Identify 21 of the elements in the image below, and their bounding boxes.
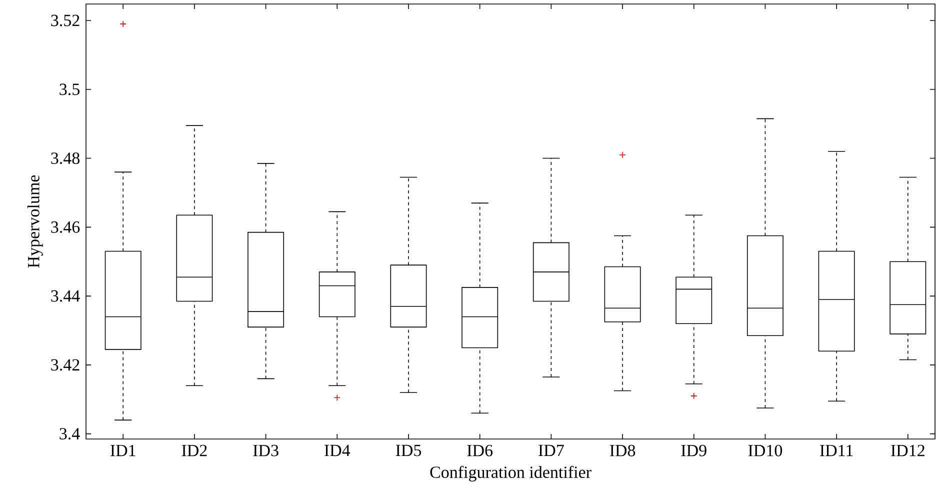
x-tick-label: ID1 bbox=[110, 444, 136, 456]
x-tick-label: ID12 bbox=[891, 444, 924, 456]
x-tick-label: ID4 bbox=[324, 444, 350, 456]
x-tick-label: ID5 bbox=[396, 444, 422, 456]
y-tick-label: 3.4 bbox=[60, 428, 80, 440]
x-tick-label: ID6 bbox=[467, 444, 493, 456]
y-tick-label: 3.44 bbox=[51, 290, 80, 302]
y-tick-label: 3.52 bbox=[51, 14, 80, 26]
y-tick-label: 3.48 bbox=[51, 152, 80, 164]
x-tick-label: ID7 bbox=[538, 444, 564, 456]
x-tick-label: ID3 bbox=[253, 444, 278, 456]
y-axis-title: Hypervolume bbox=[27, 175, 43, 268]
y-tick-label: 3.42 bbox=[51, 359, 80, 371]
x-tick-label: ID11 bbox=[820, 444, 853, 456]
x-axis-title: Configuration identifier bbox=[430, 466, 592, 482]
x-tick-label: ID2 bbox=[182, 444, 207, 456]
y-tick-label: 3.5 bbox=[60, 84, 80, 96]
y-tick-label: 3.46 bbox=[51, 221, 80, 233]
x-tick-label: ID10 bbox=[748, 444, 782, 456]
x-tick-label: ID8 bbox=[610, 444, 636, 456]
x-tick-label: ID9 bbox=[681, 444, 706, 456]
